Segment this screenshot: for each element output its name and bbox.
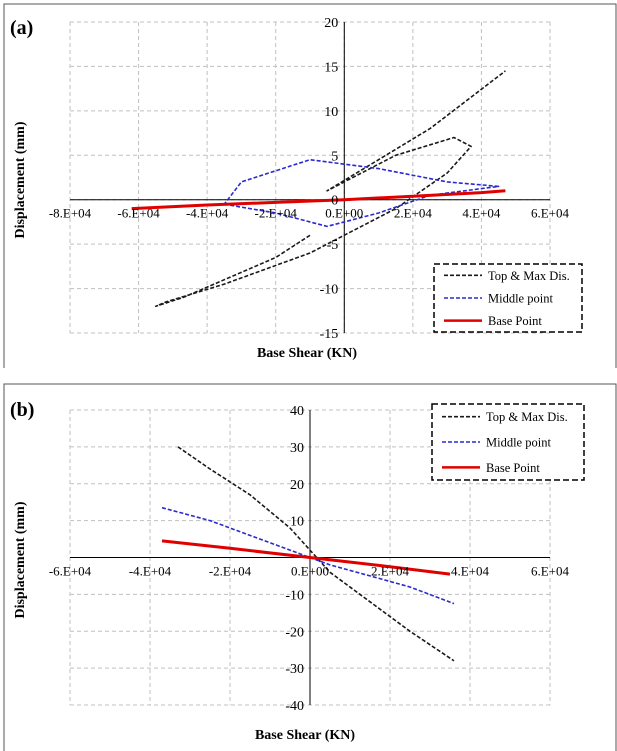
x-tick-label: 2.E+04 (394, 206, 433, 221)
y-tick-label: -5 (327, 238, 339, 253)
series-base-point (131, 189, 506, 211)
x-tick-label: 4.E+04 (451, 564, 490, 579)
x-tick-label: -8.E+04 (49, 206, 92, 221)
y-tick-label: -15 (320, 327, 339, 342)
chart-b-svg: -6.E+04 -4.E+04 -2.E+04 0.E+00 2.E+04 4.E+04 6… (3, 383, 617, 751)
x-axis-title: Base Shear (KN) (255, 728, 355, 743)
series-middle-point (161, 506, 455, 605)
legend-label: Base Point (486, 461, 540, 475)
y-tick-label: 20 (290, 478, 304, 493)
panel-label: (a) (10, 17, 33, 39)
chart-panel-b: -6.E+04 -4.E+04 -2.E+04 0.E+00 2.E+04 4.E+04 6… (0, 380, 617, 751)
y-tick-label: 10 (324, 105, 338, 120)
x-tick-label: 0.E+00 (291, 564, 329, 579)
chart-frame (3, 383, 617, 751)
y-tick-label: -20 (285, 625, 304, 640)
chart-panel-a: -8.E+04 -6.E+04 -4.E+04 -2.E+04 0.E+00 2.E+04… (0, 0, 617, 368)
x-tick-label: -6.E+04 (49, 564, 92, 579)
y-axis-title: Displacement (mm) (13, 121, 28, 238)
y-tick-label: -10 (285, 588, 304, 603)
x-tick-label: -4.E+04 (129, 564, 172, 579)
y-tick-label: 5 (331, 149, 338, 164)
y-tick-label: -10 (320, 283, 339, 298)
x-tick-label: 6.E+04 (531, 564, 570, 579)
y-tick-label: -30 (285, 662, 304, 677)
y-tick-label: -40 (285, 699, 304, 714)
x-tick-label: 6.E+04 (531, 206, 570, 221)
legend-label: Top & Max Dis. (488, 269, 570, 283)
x-tick-label: 4.E+04 (462, 206, 501, 221)
chart-a-svg: -8.E+04 -6.E+04 -4.E+04 -2.E+04 0.E+00 2.E+04… (3, 3, 617, 368)
x-tick-label: 0.E+00 (325, 206, 363, 221)
chart-frame (3, 3, 617, 368)
x-tick-label: 2.E+04 (371, 564, 410, 579)
y-tick-label: 0 (331, 194, 338, 209)
y-tick-label: 10 (290, 515, 304, 530)
y-tick-label: 40 (290, 404, 304, 419)
series-top-max-dis (177, 446, 455, 662)
x-tick-label: -4.E+04 (186, 206, 229, 221)
y-tick-label: 30 (290, 441, 304, 456)
legend-label: Middle point (486, 436, 551, 450)
series-base-point (161, 539, 451, 576)
series-middle-point (223, 158, 500, 228)
x-tick-label: -2.E+04 (255, 206, 298, 221)
x-tick-label: -6.E+04 (117, 206, 160, 221)
panel-label: (b) (10, 399, 34, 421)
legend-label: Top & Max Dis. (486, 410, 568, 424)
legend-label: Middle point (488, 292, 553, 306)
x-tick-label: -2.E+04 (209, 564, 252, 579)
legend-label: Base Point (488, 314, 542, 328)
y-tick-label: 20 (324, 16, 338, 31)
x-axis-title: Base Shear (KN) (257, 346, 357, 361)
y-axis-title: Displacement (mm) (13, 501, 28, 618)
y-tick-label: 15 (324, 60, 338, 75)
